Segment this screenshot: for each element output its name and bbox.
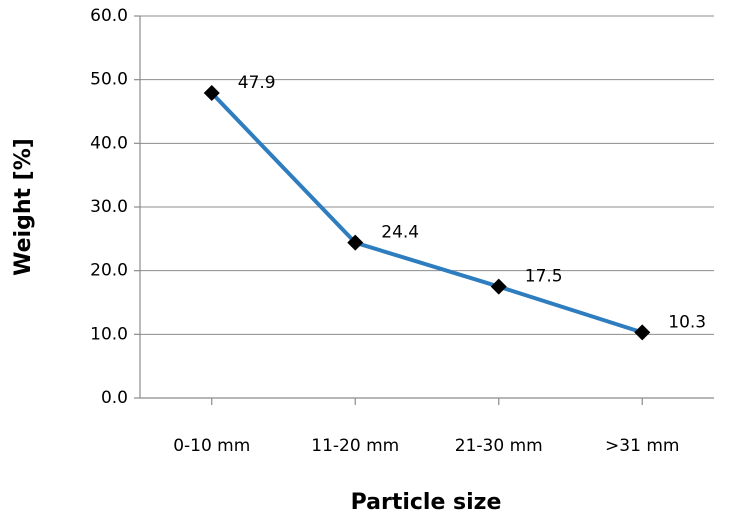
data-point [634, 324, 651, 341]
y-tick-label: 20.0 [90, 261, 128, 281]
y-tick-label: 60.0 [90, 6, 128, 26]
x-tick-label: 21-30 mm [455, 436, 543, 456]
y-tick-label: 10.0 [90, 324, 128, 344]
x-tick-label: 0-10 mm [173, 436, 250, 456]
y-axis-title: Weight [%] [11, 138, 36, 276]
data-point [347, 234, 364, 251]
x-tick-label: 11-20 mm [311, 436, 399, 456]
data-label: 24.4 [381, 223, 419, 243]
data-label: 10.3 [668, 312, 706, 332]
data-point [490, 278, 507, 295]
y-tick-label: 0.0 [101, 388, 128, 408]
x-axis-title: Particle size [351, 490, 502, 515]
data-point [203, 85, 220, 102]
x-tick-label: >31 mm [605, 436, 679, 456]
data-label: 47.9 [238, 73, 276, 93]
series-line [210, 91, 643, 335]
data-label: 17.5 [525, 267, 563, 287]
y-tick-label: 50.0 [90, 70, 128, 90]
y-tick-label: 40.0 [90, 133, 128, 153]
y-tick-label: 30.0 [90, 197, 128, 217]
